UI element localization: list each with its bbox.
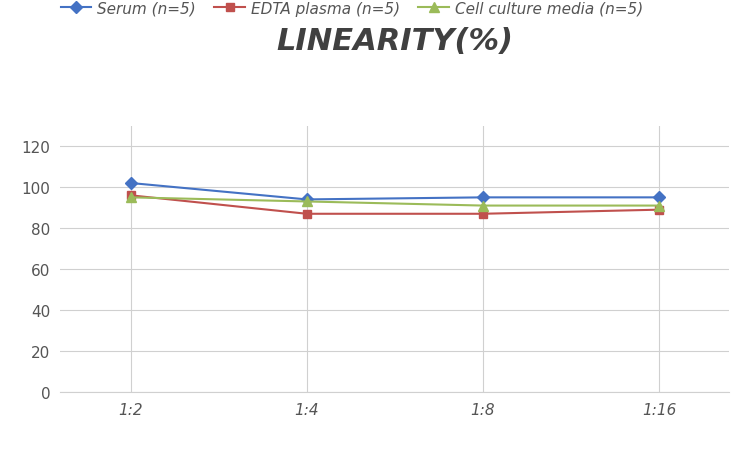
Cell culture media (n=5) (302, 199, 311, 205)
EDTA plasma (n=5) (126, 193, 135, 198)
Serum (n=5) (654, 195, 663, 201)
Legend: Serum (n=5), EDTA plasma (n=5), Cell culture media (n=5): Serum (n=5), EDTA plasma (n=5), Cell cul… (54, 0, 650, 23)
Line: Cell culture media (n=5): Cell culture media (n=5) (126, 193, 664, 211)
Cell culture media (n=5) (654, 203, 663, 209)
Cell culture media (n=5) (478, 203, 487, 209)
EDTA plasma (n=5) (302, 212, 311, 217)
Line: EDTA plasma (n=5): EDTA plasma (n=5) (126, 192, 663, 218)
EDTA plasma (n=5) (478, 212, 487, 217)
Serum (n=5) (302, 197, 311, 202)
EDTA plasma (n=5) (654, 207, 663, 213)
Title: LINEARITY(%): LINEARITY(%) (276, 27, 514, 56)
Line: Serum (n=5): Serum (n=5) (126, 179, 663, 204)
Cell culture media (n=5) (126, 195, 135, 201)
Serum (n=5) (478, 195, 487, 201)
Serum (n=5) (126, 181, 135, 186)
